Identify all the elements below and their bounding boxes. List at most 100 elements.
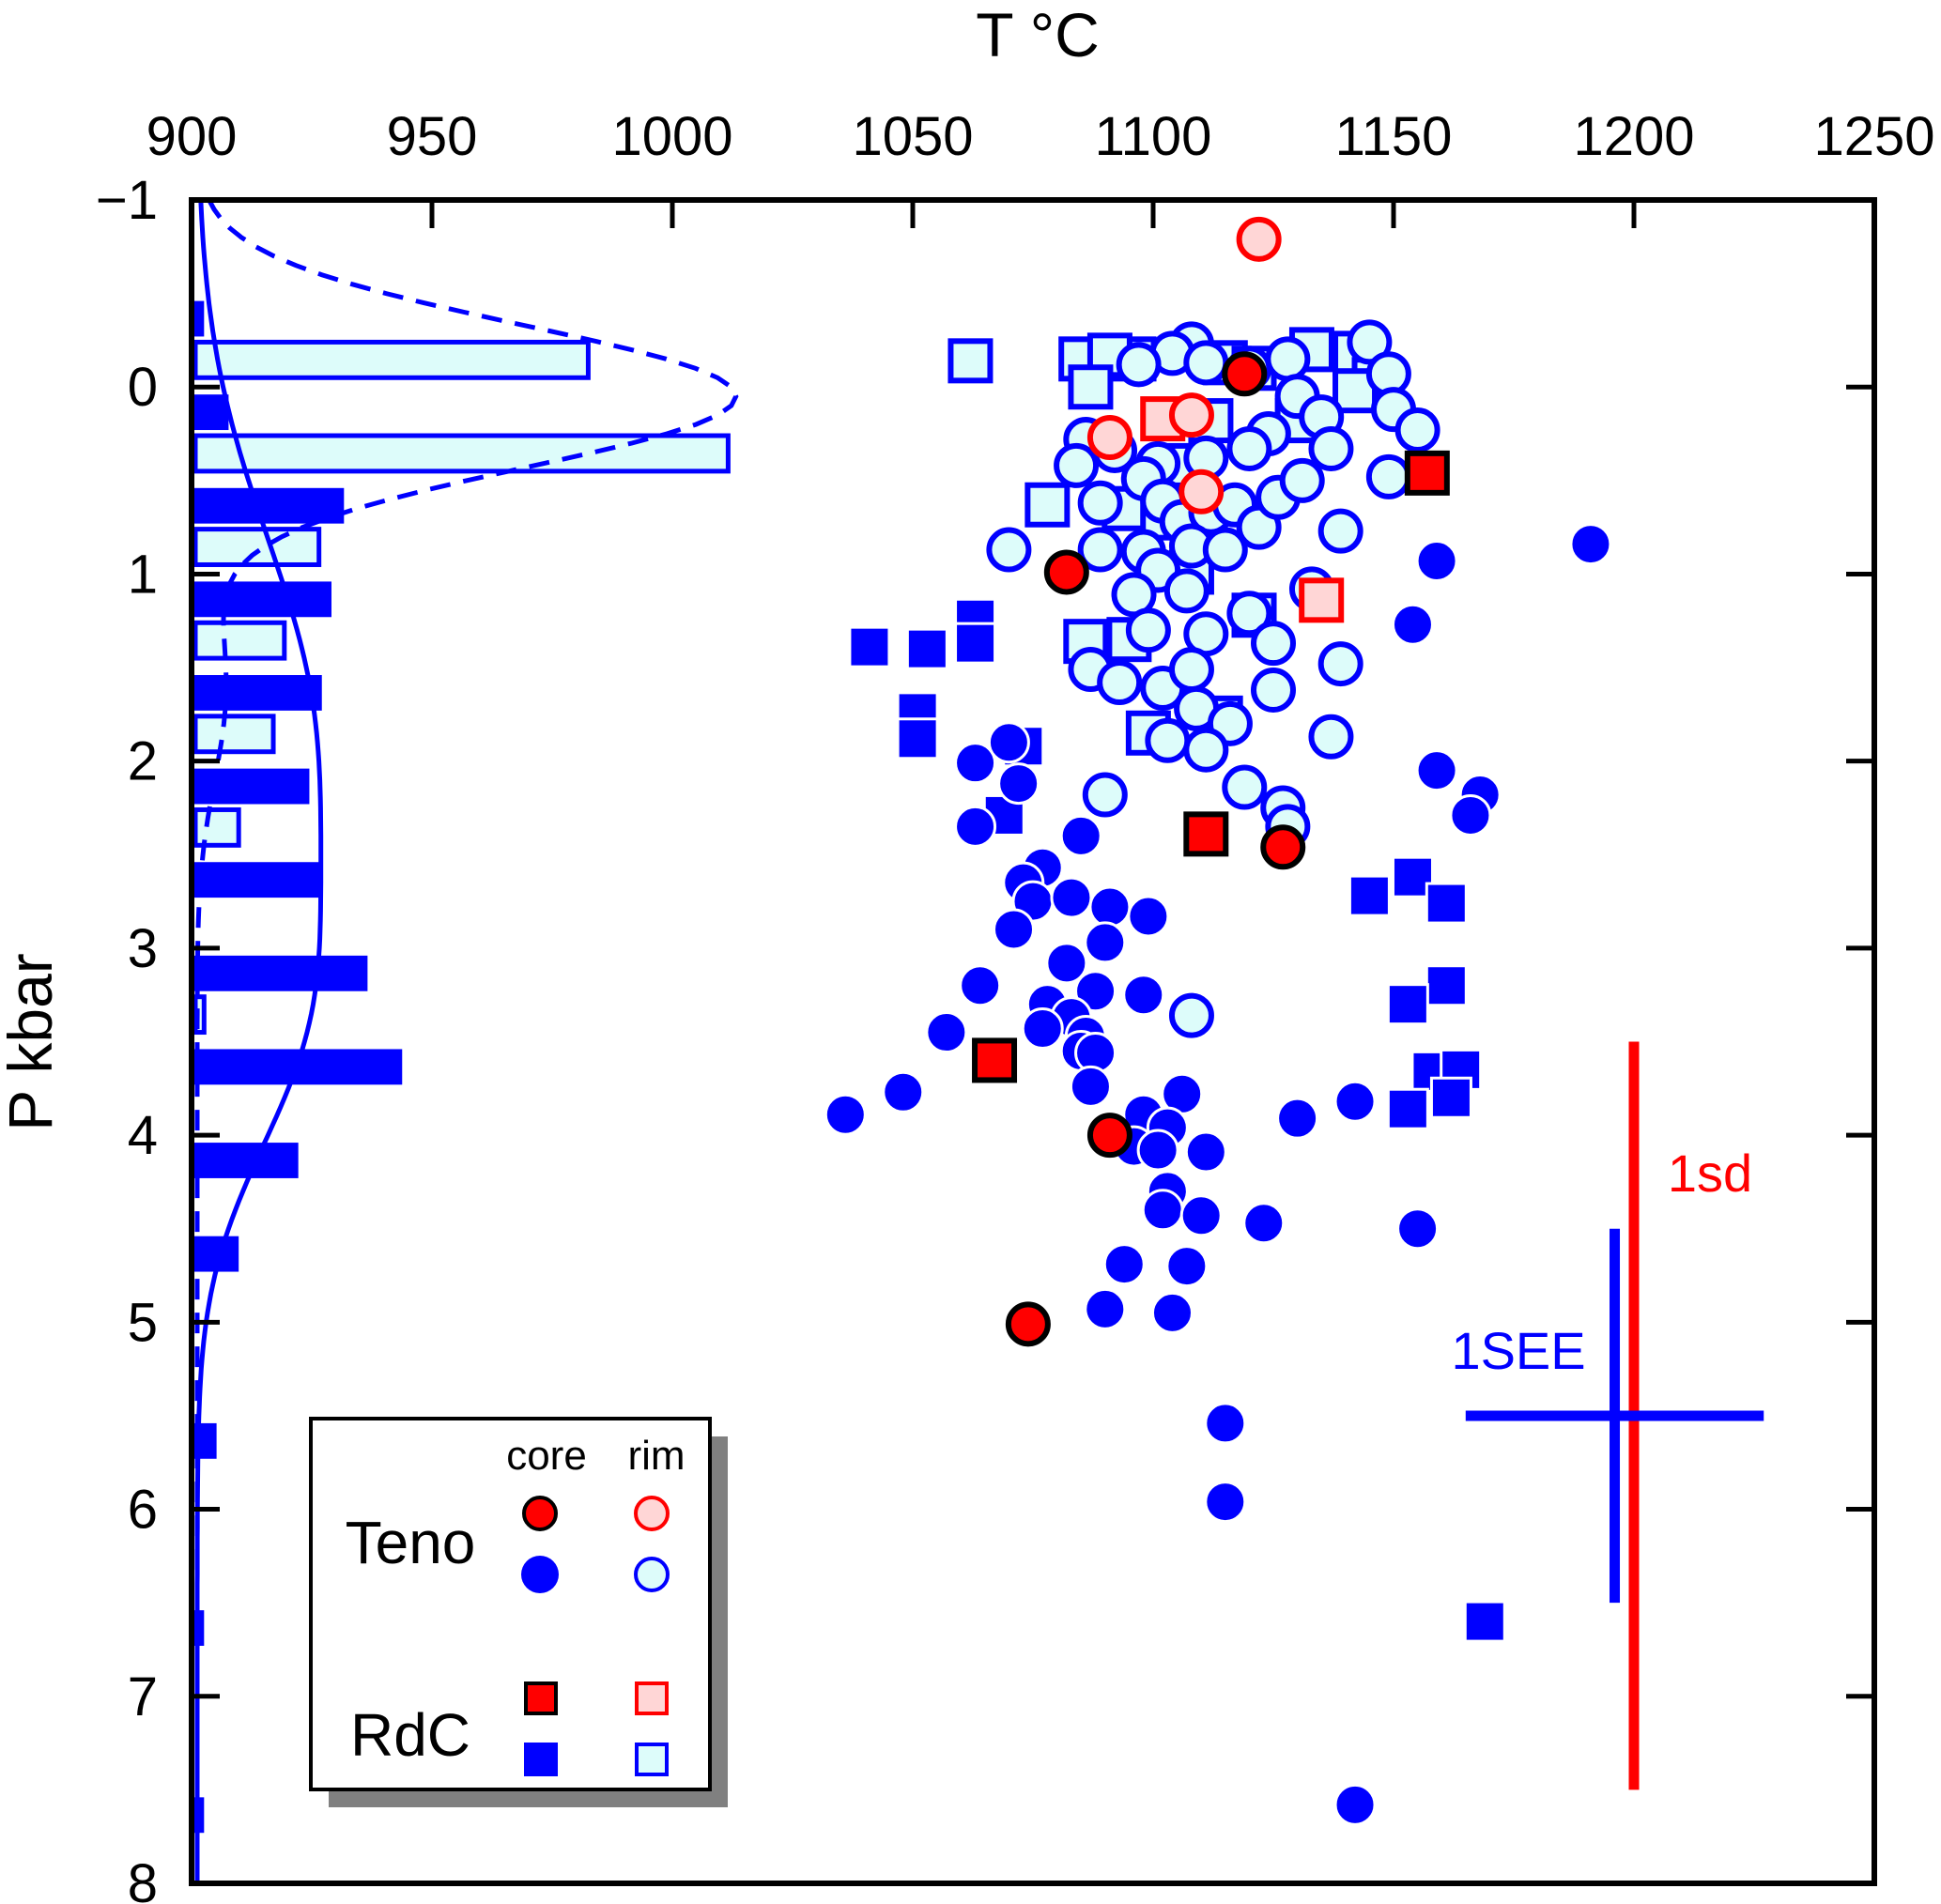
data-point-circle (1088, 885, 1132, 929)
data-point-square (972, 1037, 1018, 1083)
histogram-core-bar (192, 581, 331, 618)
data-point-square (1024, 482, 1071, 528)
data-point-circle (1069, 1065, 1112, 1108)
data-point-square (1386, 983, 1429, 1026)
data-point-circle (824, 1093, 867, 1136)
data-point-circle (1005, 1301, 1051, 1347)
legend-teno-rim-light-marker (634, 1557, 670, 1592)
x-tick-label: 1100 (1095, 106, 1212, 167)
data-point-circle (1168, 992, 1214, 1038)
data-point-circle (1279, 457, 1325, 503)
x-tick-label: 1000 (611, 106, 732, 167)
data-point-circle (1165, 1245, 1209, 1288)
data-point-circle (1059, 814, 1102, 857)
data-point-circle (987, 721, 1030, 764)
data-point-circle (959, 964, 1002, 1007)
y-tick-label: 3 (128, 918, 158, 979)
y-tick-label: 4 (128, 1105, 158, 1166)
data-point-circle (1178, 468, 1225, 514)
data-point-square (954, 622, 997, 665)
data-point-circle (1415, 749, 1458, 792)
data-point-circle (1184, 1130, 1227, 1174)
x-tick-label: 1200 (1573, 106, 1694, 167)
label-1sd: 1sd (1668, 1144, 1752, 1203)
data-point-circle (1317, 508, 1363, 554)
y-ticks: −1 0 1 2 3 4 5 6 7 8 (96, 170, 1874, 1904)
y-tick-label: 5 (128, 1292, 158, 1353)
histogram-core-bar (192, 487, 345, 524)
histogram-core-bar (192, 768, 310, 805)
legend-group-teno: Teno (346, 1509, 476, 1576)
data-point-circle (1021, 1007, 1064, 1051)
data-point-circle (1116, 342, 1162, 388)
histogram-rim-bar (193, 620, 287, 661)
data-point-circle (1097, 659, 1143, 705)
data-point-circle (1569, 523, 1612, 566)
histogram-rim-bar (193, 714, 276, 755)
data-point-circle (1265, 336, 1311, 382)
data-point-circle (1226, 591, 1272, 637)
data-point-circle (1242, 1202, 1286, 1245)
data-point-circle (1082, 772, 1128, 818)
data-point-square (1425, 882, 1468, 925)
data-point-circle (1415, 539, 1458, 582)
data-point-circle (1449, 793, 1492, 837)
y-tick-label: 1 (128, 544, 158, 605)
data-point-square (1068, 364, 1114, 410)
histogram-core-bar (192, 955, 368, 991)
legend-rdc-rim-pink-marker (635, 1681, 669, 1715)
legend-teno-core-blue-marker (521, 1556, 559, 1593)
histogram-core-bar (192, 862, 322, 898)
legend-rdc-core-blue-marker (524, 1743, 558, 1776)
x-tick-label: 1050 (852, 106, 973, 167)
data-point-circle (1086, 1113, 1132, 1159)
y-tick-label: 2 (128, 731, 158, 792)
histograms (192, 300, 731, 1834)
data-point-square (905, 627, 948, 670)
legend-col-core: core (506, 1433, 587, 1479)
data-point-circle (1317, 641, 1363, 687)
data-point-circle (986, 527, 1032, 573)
data-point-circle (1122, 974, 1165, 1017)
data-point-circle (882, 1070, 925, 1113)
y-tick-label: 0 (128, 357, 158, 418)
x-tick-label: 900 (146, 106, 238, 167)
histogram-rim-bar (193, 339, 591, 380)
data-point-circle (1333, 1783, 1377, 1826)
error-bars: 1sd 1SEE (1451, 1041, 1764, 1790)
data-point-circle (1365, 453, 1411, 499)
data-points (824, 216, 1612, 1826)
data-point-circle (1276, 1097, 1319, 1140)
histogram-rim-bar (193, 806, 241, 848)
data-point-circle (1179, 1194, 1223, 1237)
data-point-circle (1236, 216, 1282, 262)
data-point-circle (1086, 415, 1132, 461)
data-point-circle (1333, 1080, 1377, 1123)
data-point-circle (1054, 442, 1100, 488)
data-point-circle (1168, 392, 1214, 438)
data-point-circle (1347, 319, 1393, 365)
data-point-circle (1077, 527, 1123, 573)
data-point-circle (1251, 621, 1296, 667)
data-point-circle (997, 762, 1040, 806)
data-point-circle (1183, 340, 1229, 386)
legend-rdc-core-red-marker (524, 1681, 558, 1715)
data-point-square (1425, 964, 1468, 1007)
data-point-circle (1141, 1189, 1184, 1232)
data-point-square (1463, 1600, 1506, 1643)
y-tick-label: 8 (128, 1853, 158, 1904)
plot-frame (189, 197, 1877, 1886)
data-point-circle (993, 908, 1036, 951)
rim-kde-curve (194, 198, 739, 1883)
data-point-circle (1251, 667, 1296, 713)
data-point-circle (1308, 425, 1354, 471)
data-point-circle (1050, 876, 1093, 919)
legend: core rim Teno RdC (309, 1417, 728, 1807)
legend-group-rdc: RdC (350, 1701, 470, 1769)
data-point-circle (1204, 1481, 1247, 1524)
x-tick-label: 950 (387, 106, 478, 167)
x-tick-label: 1150 (1335, 106, 1453, 167)
label-1see: 1SEE (1451, 1321, 1585, 1380)
data-point-square (1348, 874, 1391, 917)
x-tick-label: 1250 (1813, 106, 1934, 167)
